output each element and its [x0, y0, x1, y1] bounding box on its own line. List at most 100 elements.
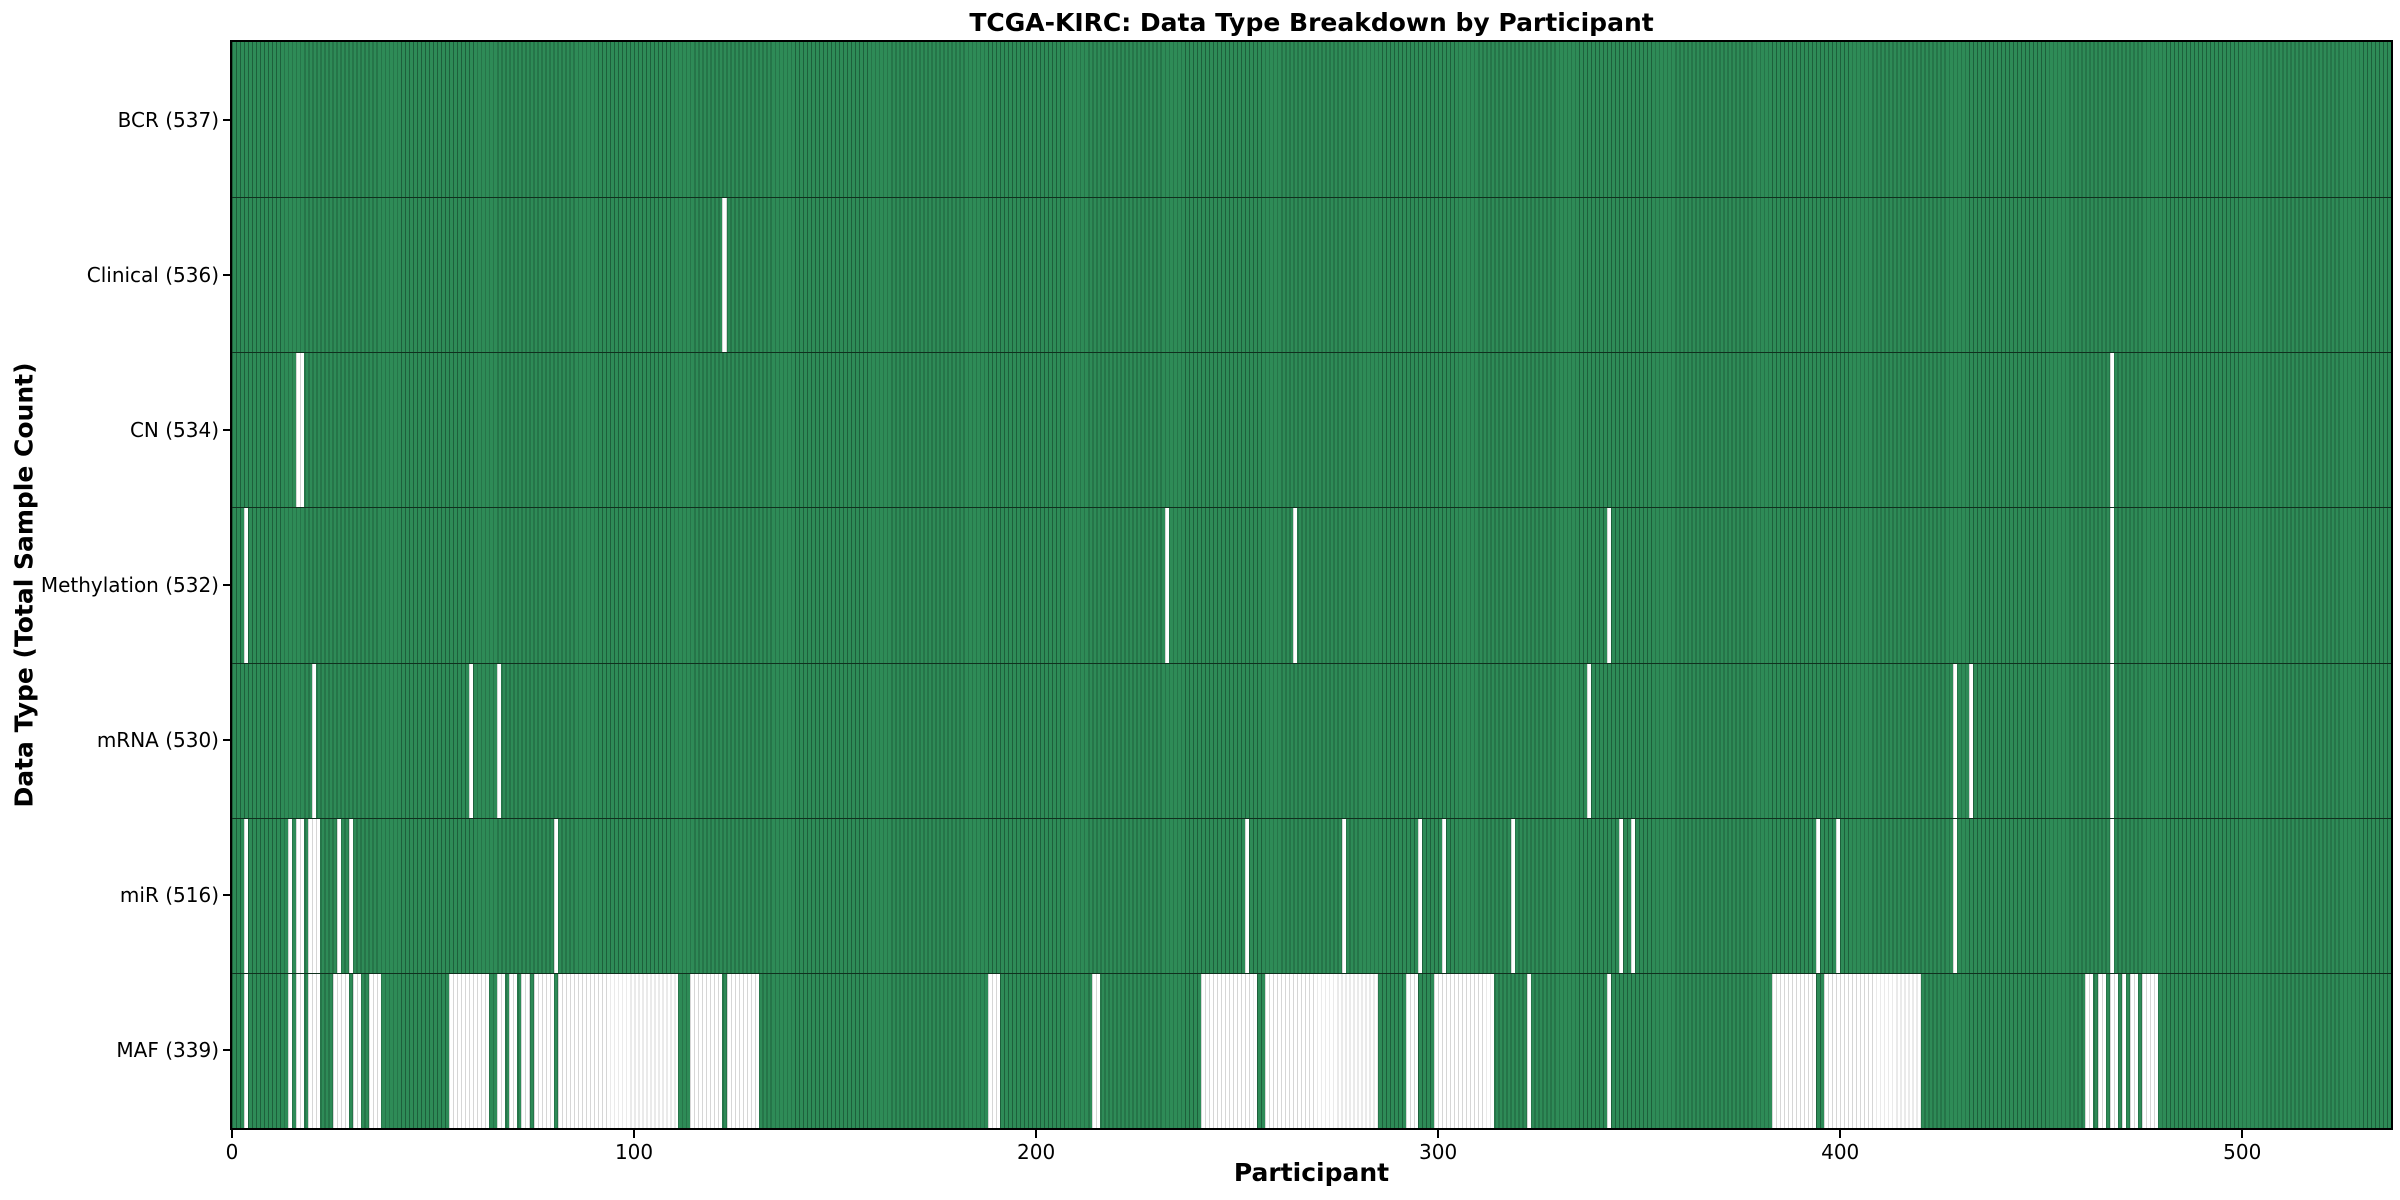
row-miR — [232, 817, 2391, 973]
absent-stripe-MAF-2 — [296, 973, 305, 1128]
present-bars-Clinical — [232, 198, 2391, 353]
xtick-label-0: 0 — [225, 1140, 239, 1164]
absent-stripe-miR-11 — [1510, 818, 1515, 973]
absent-stripe-MAF-14 — [726, 973, 759, 1128]
ytick-mark-Clinical — [223, 273, 230, 276]
absent-stripe-MAF-0 — [244, 973, 249, 1128]
absent-stripe-miR-0 — [244, 818, 249, 973]
absent-stripe-miR-5 — [348, 818, 353, 973]
absent-stripe-MAF-3 — [308, 973, 321, 1128]
absent-stripe-MAF-9 — [509, 973, 518, 1128]
present-bars-miR — [232, 818, 2391, 973]
absent-stripe-miR-2 — [296, 818, 305, 973]
ytick-mark-CN — [223, 428, 230, 431]
absent-stripe-mRNA-1 — [469, 663, 474, 818]
x-axis-label: Participant — [1233, 1158, 1390, 1187]
absent-stripe-Methylation-4 — [2109, 508, 2114, 663]
ytick-mark-BCR — [223, 118, 230, 121]
row-CN — [232, 352, 2391, 508]
ytick-label-CN: CN (534) — [129, 417, 219, 442]
absent-stripe-MAF-11 — [533, 973, 554, 1128]
absent-stripe-mRNA-6 — [2109, 663, 2114, 818]
absent-stripe-MAF-17 — [1200, 973, 1258, 1128]
absent-stripe-miR-4 — [336, 818, 341, 973]
ytick-label-miR: miR (516) — [119, 883, 219, 908]
absent-stripe-MAF-21 — [1526, 973, 1531, 1128]
present-bars-Methylation — [232, 508, 2391, 663]
absent-stripe-MAF-12 — [557, 973, 679, 1128]
ytick-label-mRNA: mRNA (530) — [96, 728, 219, 753]
ytick-mark-Methylation — [223, 584, 230, 586]
absent-stripe-Methylation-0 — [244, 508, 249, 663]
plot-inner — [232, 42, 2391, 1128]
absent-stripe-MAF-7 — [449, 973, 490, 1128]
absent-stripe-miR-3 — [308, 818, 321, 973]
absent-stripe-Clinical-0 — [722, 198, 727, 353]
absent-stripe-MAF-30 — [2141, 973, 2158, 1128]
xtick-mark-100 — [633, 1130, 636, 1138]
absent-stripe-MAF-20 — [1434, 973, 1495, 1128]
absent-stripe-MAF-28 — [2121, 973, 2126, 1128]
absent-stripe-MAF-8 — [497, 973, 506, 1128]
xtick-mark-500 — [2241, 1130, 2244, 1138]
ytick-label-Clinical: Clinical (536) — [86, 262, 219, 287]
absent-stripe-MAF-6 — [368, 973, 381, 1128]
present-bars-BCR — [232, 42, 2391, 198]
absent-stripe-Methylation-2 — [1293, 508, 1298, 663]
absent-stripe-MAF-25 — [2085, 973, 2094, 1128]
absent-stripe-miR-14 — [1816, 818, 1821, 973]
absent-stripe-CN-0 — [296, 353, 305, 508]
xtick-label-100: 100 — [614, 1140, 654, 1164]
row-Methylation — [232, 507, 2391, 663]
absent-stripe-miR-10 — [1442, 818, 1447, 973]
plot-area: PresentAbsent — [230, 40, 2393, 1130]
absent-stripe-mRNA-3 — [1586, 663, 1591, 818]
absent-stripe-miR-16 — [1952, 818, 1957, 973]
absent-stripe-miR-17 — [2109, 818, 2114, 973]
xtick-mark-300 — [1437, 1130, 1440, 1138]
xtick-mark-400 — [1839, 1130, 1842, 1138]
row-BCR — [232, 42, 2391, 198]
absent-stripe-miR-7 — [1245, 818, 1250, 973]
absent-stripe-mRNA-4 — [1952, 663, 1957, 818]
ytick-mark-miR — [223, 894, 230, 897]
absent-stripe-MAF-16 — [1092, 973, 1101, 1128]
present-bars-mRNA — [232, 663, 2391, 818]
ytick-mark-MAF — [223, 1049, 230, 1052]
row-mRNA — [232, 662, 2391, 818]
absent-stripe-mRNA-0 — [312, 663, 317, 818]
absent-stripe-MAF-1 — [288, 973, 293, 1128]
absent-stripe-MAF-24 — [1824, 973, 1921, 1128]
ytick-label-BCR: BCR (537) — [117, 107, 219, 132]
absent-stripe-miR-13 — [1631, 818, 1636, 973]
xtick-label-500: 500 — [2223, 1140, 2262, 1164]
ytick-label-MAF: MAF (339) — [116, 1038, 219, 1063]
absent-stripe-mRNA-2 — [497, 663, 502, 818]
chart-title: TCGA-KIRC: Data Type Breakdown by Partic… — [969, 8, 1654, 37]
absent-stripe-MAF-19 — [1405, 973, 1419, 1128]
absent-stripe-miR-9 — [1418, 818, 1423, 973]
absent-stripe-CN-1 — [2109, 353, 2114, 508]
xtick-mark-0 — [231, 1130, 233, 1138]
xtick-label-300: 300 — [1419, 1140, 1458, 1164]
absent-stripe-MAF-5 — [352, 973, 361, 1128]
absent-stripe-Methylation-1 — [1164, 508, 1169, 663]
absent-stripe-MAF-13 — [690, 973, 723, 1128]
ytick-label-Methylation: Methylation (532) — [40, 573, 219, 597]
absent-stripe-MAF-4 — [332, 973, 349, 1128]
absent-stripe-MAF-15 — [987, 973, 1000, 1128]
absent-stripe-MAF-10 — [521, 973, 530, 1128]
xtick-mark-200 — [1035, 1130, 1038, 1138]
ytick-mark-mRNA — [223, 739, 230, 742]
absent-stripe-MAF-29 — [2129, 973, 2138, 1128]
xtick-label-400: 400 — [1821, 1140, 1860, 1164]
absent-stripe-miR-1 — [288, 818, 293, 973]
row-MAF — [232, 972, 2391, 1128]
absent-stripe-MAF-22 — [1607, 973, 1612, 1128]
present-bars-CN — [232, 353, 2391, 508]
row-Clinical — [232, 197, 2391, 353]
absent-stripe-mRNA-5 — [1968, 663, 1973, 818]
xtick-label-200: 200 — [1017, 1140, 1056, 1164]
absent-stripe-miR-6 — [553, 818, 558, 973]
